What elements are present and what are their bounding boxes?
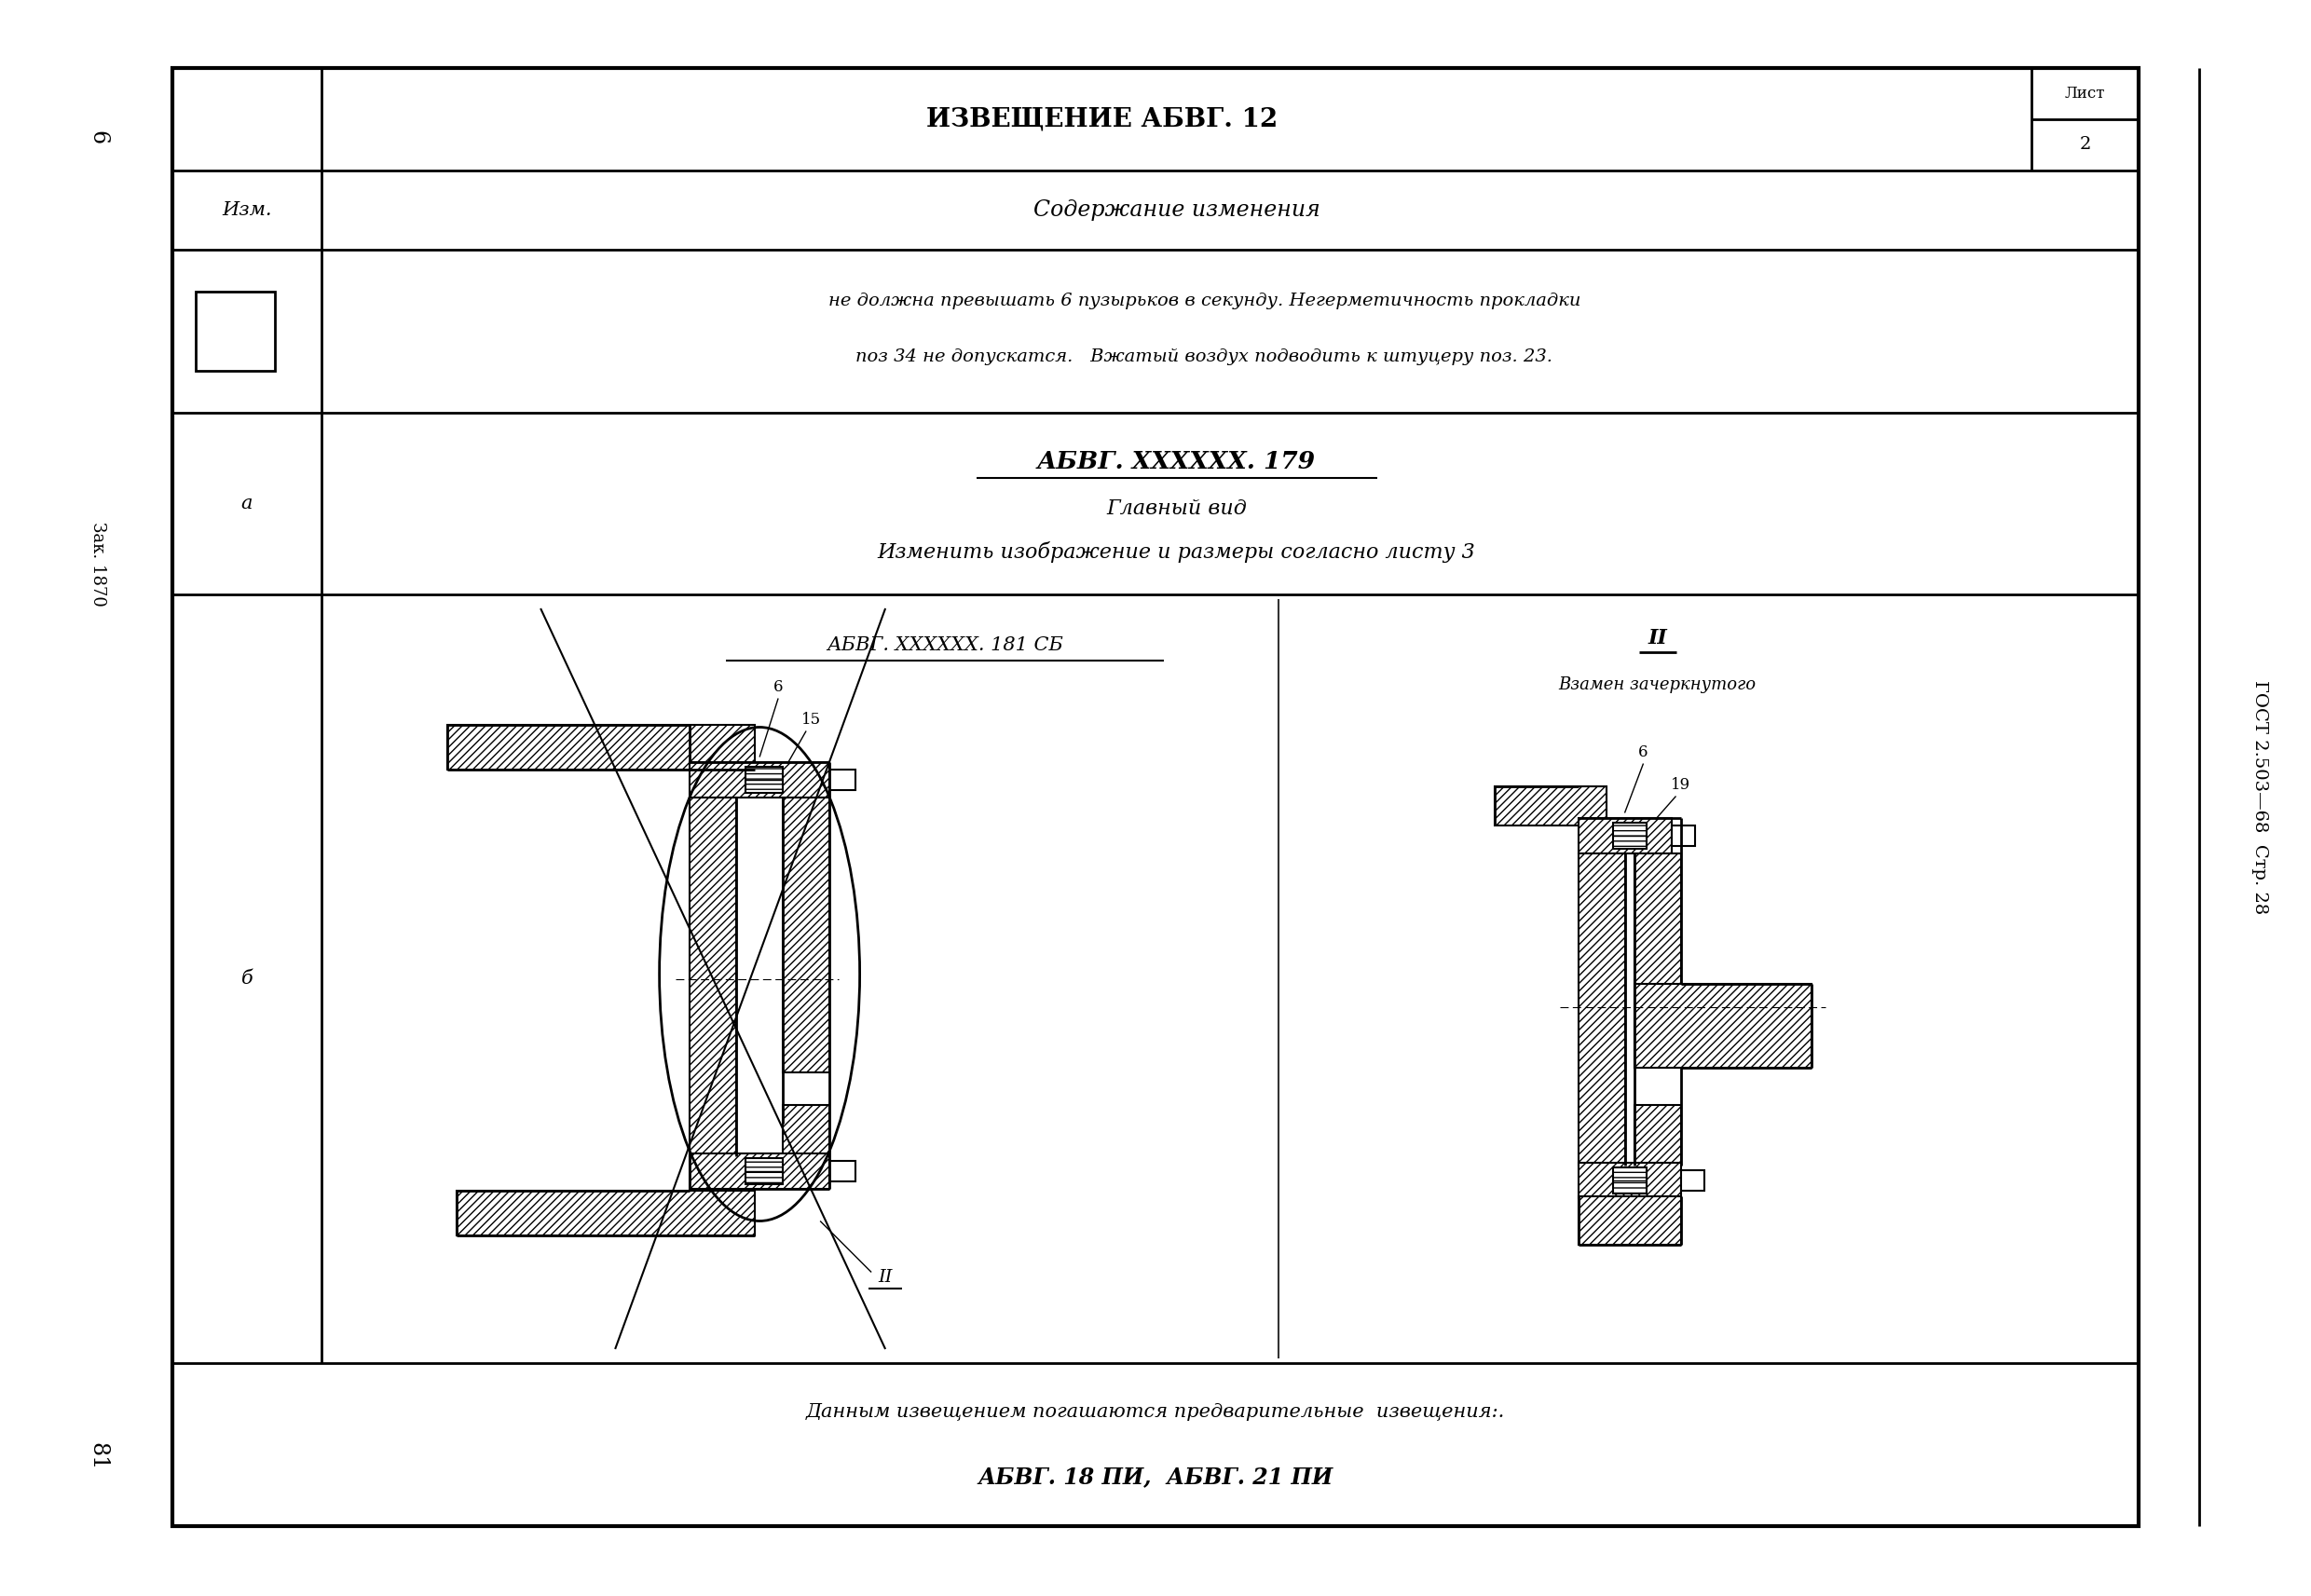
Bar bbox=[1495, 785, 1606, 825]
Text: 81: 81 bbox=[88, 1443, 109, 1470]
Text: Лист: Лист bbox=[2064, 86, 2105, 102]
Bar bbox=[196, 292, 275, 370]
Bar bbox=[1613, 1167, 1645, 1194]
Bar bbox=[1578, 852, 1625, 1165]
Text: 6: 6 bbox=[774, 680, 783, 694]
Text: 15: 15 bbox=[802, 712, 820, 728]
Text: 2: 2 bbox=[2080, 137, 2091, 153]
Text: ГОСТ 2.503—68  Стр. 28: ГОСТ 2.503—68 Стр. 28 bbox=[2251, 680, 2267, 915]
Bar bbox=[689, 761, 830, 796]
Text: Содержание изменения: Содержание изменения bbox=[1033, 200, 1320, 220]
Text: 6: 6 bbox=[88, 131, 109, 145]
Bar bbox=[1634, 852, 1680, 1068]
Bar bbox=[746, 766, 783, 792]
Text: Изменить изображение и размеры согласно листу 3: Изменить изображение и размеры согласно … bbox=[878, 541, 1474, 563]
Bar bbox=[458, 1191, 756, 1235]
Bar bbox=[783, 1104, 830, 1156]
Bar bbox=[783, 796, 830, 1073]
Text: 19: 19 bbox=[1671, 777, 1689, 793]
Bar bbox=[448, 725, 756, 769]
Text: ИЗВЕЩЕНИЕ АБВГ. 12: ИЗВЕЩЕНИЕ АБВГ. 12 bbox=[927, 107, 1278, 132]
Text: АБВГ. ХХХХХХ. 181 СБ: АБВГ. ХХХХХХ. 181 СБ bbox=[827, 637, 1063, 654]
Text: б: б bbox=[240, 970, 252, 988]
Bar bbox=[1634, 983, 1812, 1068]
Bar bbox=[1578, 1195, 1680, 1245]
Bar bbox=[830, 769, 855, 790]
Text: АБВГ. 18 ПИ,  АБВГ. 21 ПИ: АБВГ. 18 ПИ, АБВГ. 21 ПИ bbox=[978, 1467, 1333, 1489]
Bar bbox=[1671, 825, 1694, 846]
Bar bbox=[830, 1160, 855, 1181]
Text: Зак. 1870: Зак. 1870 bbox=[90, 522, 106, 606]
Text: Данным извещением погашаются предварительные  извещения:.: Данным извещением погашаются предварител… bbox=[807, 1403, 1504, 1420]
Text: а: а bbox=[240, 495, 252, 512]
Bar bbox=[1578, 1162, 1680, 1197]
Bar bbox=[1680, 1170, 1703, 1191]
Text: II: II bbox=[1648, 627, 1666, 648]
Bar bbox=[689, 1152, 830, 1189]
Bar bbox=[1578, 817, 1671, 852]
Text: АБВГ. ХХХХХХ. 179: АБВГ. ХХХХХХ. 179 bbox=[1038, 450, 1315, 474]
Text: поз 34 не допускатся.   Вжатый воздух подводить к штуцеру поз. 23.: поз 34 не допускатся. Вжатый воздух подв… bbox=[855, 350, 1553, 365]
Text: не должна превышать 6 пузырьков в секунду. Негерметичность прокладки: не должна превышать 6 пузырьков в секунд… bbox=[827, 292, 1581, 310]
Bar bbox=[1613, 822, 1645, 849]
Bar bbox=[746, 1157, 783, 1184]
Bar bbox=[173, 69, 2138, 1526]
Bar bbox=[689, 796, 737, 1156]
Text: Взамен зачеркнутого: Взамен зачеркнутого bbox=[1558, 677, 1756, 693]
Text: Изм.: Изм. bbox=[222, 201, 273, 219]
Text: Главный вид: Главный вид bbox=[1107, 498, 1246, 519]
Text: 6: 6 bbox=[1638, 744, 1648, 760]
Bar bbox=[1634, 1104, 1680, 1165]
Text: II: II bbox=[878, 1269, 892, 1285]
